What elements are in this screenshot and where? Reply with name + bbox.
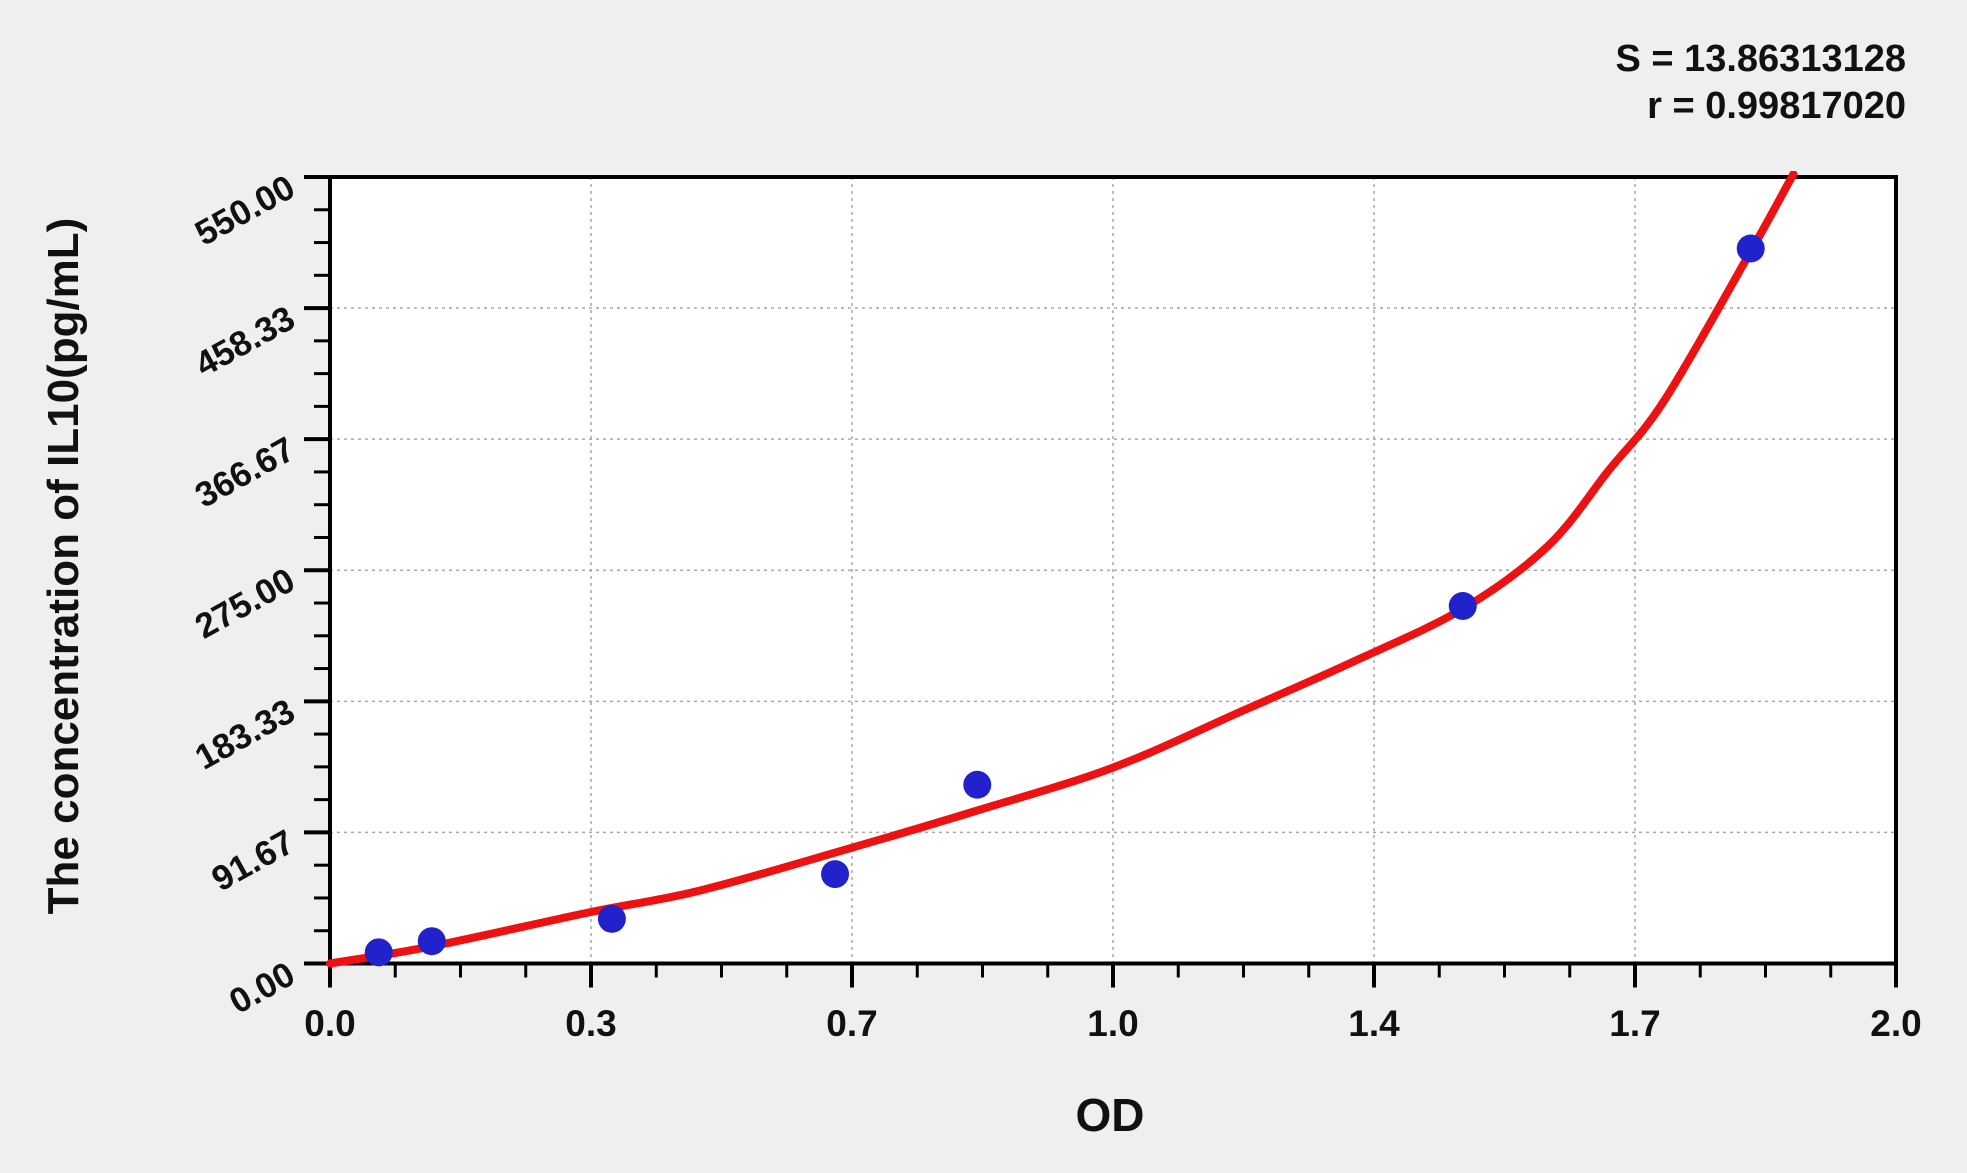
y-axis-title: The concentration of IL10(pg/mL) xyxy=(39,217,88,915)
data-point xyxy=(963,770,992,799)
s-statistic: S = 13.86313128 xyxy=(1615,38,1906,80)
x-axis-title: OD xyxy=(1075,1089,1145,1141)
data-point xyxy=(597,904,626,933)
data-point xyxy=(364,938,393,967)
data-point xyxy=(821,860,850,889)
data-point xyxy=(1448,592,1477,620)
plot-frame xyxy=(328,175,1898,966)
r-statistic: r = 0.99817020 xyxy=(1647,85,1906,127)
data-point xyxy=(1736,234,1765,263)
fit-curve xyxy=(326,171,1798,968)
fit-statistics: S = 13.86313128 r = 0.99817020 xyxy=(1615,36,1906,130)
data-point xyxy=(417,927,446,956)
